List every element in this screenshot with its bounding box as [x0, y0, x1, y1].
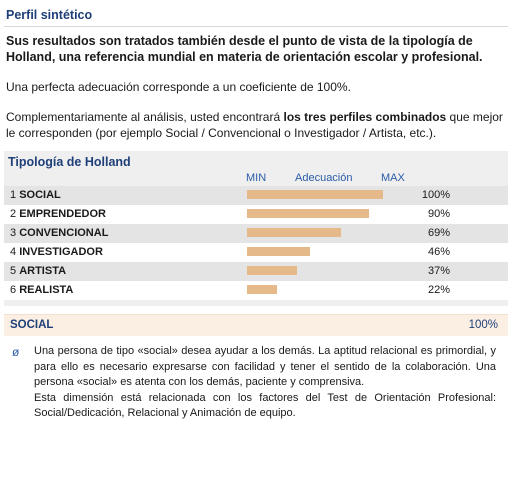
summary-profile-name: SOCIAL — [10, 319, 54, 331]
typology-percent: 37% — [427, 265, 450, 277]
profile-description: ø Una persona de tipo «social» desea ayu… — [4, 344, 508, 422]
typology-rank: 3 — [10, 227, 17, 239]
typology-row: 1 SOCIAL 100% — [4, 186, 508, 205]
complement-text-bold: los tres perfiles combinados — [283, 110, 447, 124]
complement-text-end: que mejor le corresponden (por ejemplo S… — [6, 110, 503, 140]
selected-profile-summary: SOCIAL 100% — [4, 314, 508, 336]
typology-row: 2 EMPRENDEDOR 90% — [4, 205, 508, 224]
typology-name: 1 SOCIAL — [10, 186, 61, 205]
holland-title: Tipología de Holland — [8, 155, 131, 169]
description-text-2: Esta dimensión está relacionada con los … — [34, 391, 496, 420]
complement-text: Complementariamente al análisis, usted e… — [4, 109, 508, 141]
scale-legend: MIN Adecuación MAX — [4, 172, 508, 186]
typology-label: SOCIAL — [19, 189, 61, 201]
typology-rank: 6 — [10, 284, 17, 296]
typology-rows: 1 SOCIAL 100% 2 EMPRENDEDOR 90% 3 CONVENCION… — [4, 186, 508, 300]
typology-bar — [247, 266, 297, 275]
typology-label: INVESTIGADOR — [19, 246, 103, 258]
description-text-1: Una persona de tipo «social» desea ayuda… — [34, 345, 496, 388]
typology-rank: 5 — [10, 265, 17, 277]
legend-min: MIN — [246, 172, 267, 184]
legend-max: MAX — [381, 172, 405, 184]
typology-name: 3 CONVENCIONAL — [10, 224, 108, 243]
typology-row: 4 INVESTIGADOR 46% — [4, 243, 508, 262]
typology-percent: 46% — [427, 246, 450, 258]
typology-bar — [247, 247, 310, 256]
summary-profile-value: 100% — [468, 319, 498, 331]
legend-adequacy: Adecuación — [295, 172, 353, 184]
typology-name: 5 ARTISTA — [10, 262, 66, 281]
typology-label: EMPRENDEDOR — [19, 208, 106, 220]
typology-name: 4 INVESTIGADOR — [10, 243, 103, 262]
typology-bar — [247, 209, 369, 218]
typology-label: ARTISTA — [19, 265, 67, 277]
typology-name: 6 REALISTA — [10, 281, 73, 300]
typology-rank: 4 — [10, 246, 17, 258]
intro-text: Sus resultados son tratados también desd… — [6, 34, 483, 64]
typology-name: 2 EMPRENDEDOR — [10, 205, 106, 224]
typology-bar — [247, 190, 383, 199]
typology-bar — [247, 285, 277, 294]
typology-row: 3 CONVENCIONAL 69% — [4, 224, 508, 243]
typology-label: CONVENCIONAL — [19, 227, 109, 239]
typology-percent: 90% — [427, 208, 450, 220]
typology-bar — [247, 228, 341, 237]
typology-label: REALISTA — [19, 284, 74, 296]
typology-percent: 69% — [427, 227, 450, 239]
typology-row: 6 REALISTA 22% — [4, 281, 508, 300]
complement-text-start: Complementariamente al análisis, usted e… — [6, 110, 284, 124]
holland-typology-panel: Tipología de Holland MIN Adecuación MAX … — [4, 151, 508, 306]
section-title: Perfil sintético — [4, 0, 508, 27]
typology-rank: 2 — [10, 208, 17, 220]
typology-row: 5 ARTISTA 37% — [4, 262, 508, 281]
circle-slash-bullet-icon: ø — [12, 345, 20, 359]
typology-percent: 100% — [421, 189, 450, 201]
typology-rank: 1 — [10, 189, 17, 201]
typology-percent: 22% — [427, 284, 450, 296]
adequacy-text: Una perfecta adecuación corresponde a un… — [6, 80, 351, 94]
